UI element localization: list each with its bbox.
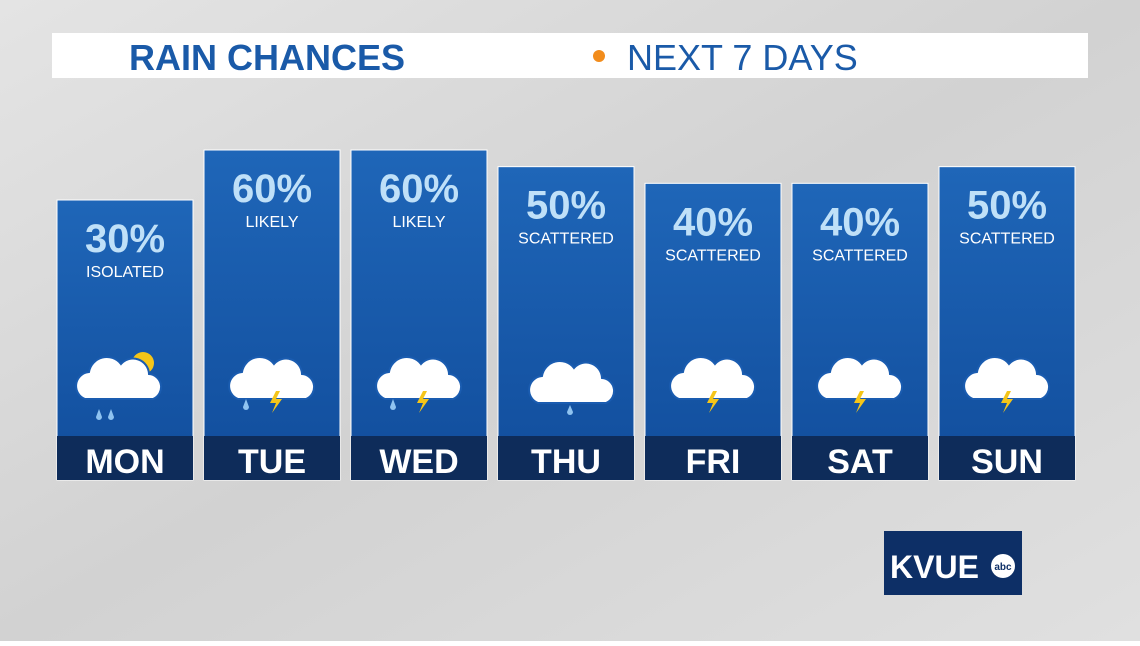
bar: [350, 149, 488, 481]
day-label: SUN: [971, 443, 1043, 481]
description: SCATTERED: [665, 247, 761, 264]
bars: MON 30% ISOLATED TUE 60% LIKELY WED 60% LIKELY TH…: [56, 149, 1076, 481]
icon-bolt: [270, 391, 282, 413]
icon-cloud: [228, 356, 316, 400]
description: SCATTERED: [959, 231, 1055, 248]
title-bar: [52, 33, 1088, 78]
icon-cloud: [375, 356, 463, 400]
icon-rain: [243, 399, 249, 410]
value-label: 50%: [967, 184, 1047, 228]
value-label: 40%: [673, 200, 753, 244]
icon-bolt: [1001, 391, 1013, 413]
value-label: 40%: [820, 200, 900, 244]
bar: [203, 149, 341, 481]
day-band: [498, 436, 634, 480]
icon-cloud: [963, 356, 1051, 400]
day-label: THU: [531, 443, 601, 481]
day-label: TUE: [238, 443, 306, 481]
description: ISOLATED: [86, 264, 164, 281]
value-label: 60%: [379, 167, 459, 211]
icon-bolt: [707, 391, 719, 413]
day-band: [939, 436, 1075, 480]
icon-rain: [390, 399, 396, 410]
bar: [644, 182, 782, 481]
day-band: [57, 436, 193, 480]
icon-bolt: [854, 391, 866, 413]
logo-network-badge: [991, 554, 1015, 578]
value-label: 50%: [526, 184, 606, 228]
description: LIKELY: [245, 214, 298, 231]
description: SCATTERED: [518, 231, 614, 248]
bar: [56, 199, 194, 481]
day-band: [351, 436, 487, 480]
bar: [497, 166, 635, 481]
icon-cloud: [816, 356, 904, 400]
logo-network: abc: [994, 562, 1012, 573]
description: SCATTERED: [812, 247, 908, 264]
day-label: MON: [85, 443, 164, 481]
day-band: [204, 436, 340, 480]
value-label: 60%: [232, 167, 312, 211]
icon-bolt: [417, 391, 429, 413]
logo-text: KVUE: [890, 549, 979, 585]
icon-cloud: [75, 356, 163, 400]
day-label: SAT: [827, 443, 893, 481]
bar: [791, 182, 929, 481]
bar: [938, 166, 1076, 481]
value-label: 30%: [85, 217, 165, 261]
day-band: [792, 436, 928, 480]
chart-subtitle: NEXT 7 DAYS: [627, 37, 858, 78]
description: LIKELY: [392, 214, 445, 231]
icon-cloud: [528, 360, 616, 404]
icon-cloud: [669, 356, 757, 400]
icon-rain: [96, 409, 114, 420]
day-label: WED: [379, 443, 458, 481]
separator-dot: [593, 50, 605, 62]
day-label: FRI: [686, 443, 741, 481]
day-band: [645, 436, 781, 480]
icon-rain: [567, 405, 573, 415]
chart-title: RAIN CHANCES: [129, 37, 405, 78]
